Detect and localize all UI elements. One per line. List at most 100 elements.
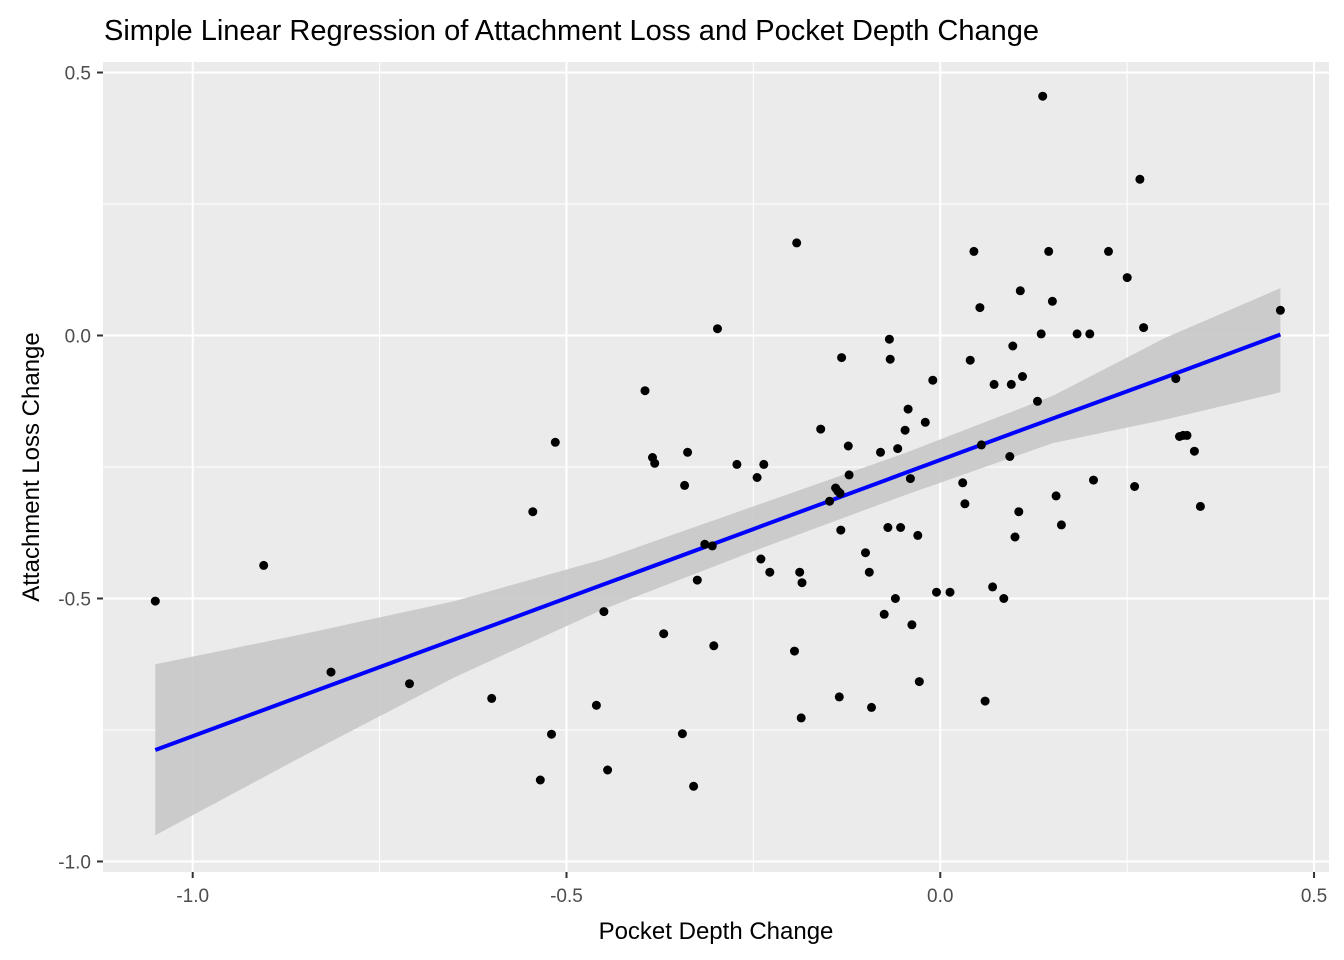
- data-point: [980, 696, 990, 706]
- data-point: [913, 530, 923, 540]
- data-point: [680, 480, 690, 490]
- data-point: [752, 473, 762, 482]
- data-point: [1015, 286, 1025, 296]
- y-axis: -1.0 -0.5 0.0 0.5: [58, 64, 103, 873]
- regression-line: [154, 332, 1282, 752]
- data-point: [599, 607, 609, 617]
- data-point: [487, 693, 497, 703]
- y-tick-label: 0.0: [65, 327, 91, 348]
- data-point: [1044, 246, 1054, 256]
- data-point: [1195, 501, 1205, 511]
- data-point: [591, 700, 601, 710]
- data-point: [876, 447, 885, 457]
- x-axis: -1.0 -0.5 0.0 0.5: [176, 872, 1327, 907]
- grid-lines: [103, 62, 1329, 872]
- data-point: [756, 554, 766, 564]
- data-point: [659, 629, 669, 639]
- x-tick-label: 0.5: [1301, 886, 1327, 907]
- confidence-band-group: [155, 288, 1281, 836]
- data-point: [1139, 323, 1149, 333]
- data-point: [837, 353, 847, 363]
- data-point: [547, 729, 556, 739]
- data-point: [969, 246, 979, 256]
- data-point: [976, 440, 986, 450]
- data-point: [1085, 329, 1095, 339]
- data-point: [836, 525, 846, 535]
- data-point: [528, 507, 538, 517]
- data-point: [1122, 273, 1132, 283]
- data-point: [907, 620, 917, 630]
- data-point: [1036, 329, 1046, 339]
- data-point: [405, 679, 414, 689]
- data-point: [960, 499, 970, 509]
- data-point: [975, 303, 985, 313]
- regression-line-group: [154, 332, 1282, 752]
- data-points: [150, 91, 1285, 791]
- data-point: [893, 444, 903, 454]
- data-point: [843, 441, 853, 451]
- data-point: [1008, 341, 1018, 351]
- data-point: [796, 713, 806, 723]
- data-point: [885, 354, 895, 364]
- data-point: [1047, 296, 1057, 306]
- data-point: [1051, 491, 1061, 501]
- data-point: [867, 702, 876, 712]
- data-point: [700, 539, 710, 549]
- data-point: [792, 238, 802, 248]
- data-point: [1104, 246, 1113, 256]
- data-point: [713, 324, 722, 334]
- data-point: [1171, 374, 1181, 384]
- data-point: [732, 459, 742, 469]
- data-point: [1005, 452, 1015, 461]
- data-point: [683, 447, 693, 457]
- confidence-band: [155, 288, 1281, 836]
- data-point: [326, 667, 336, 677]
- data-point: [905, 474, 915, 484]
- data-point: [879, 609, 889, 619]
- data-point: [900, 425, 910, 435]
- data-point: [884, 334, 894, 344]
- data-point: [692, 575, 702, 585]
- data-point: [709, 641, 719, 651]
- data-point: [603, 765, 613, 775]
- data-point: [1089, 475, 1098, 485]
- y-tick-label: -0.5: [58, 589, 91, 610]
- data-point: [1010, 532, 1020, 542]
- data-point: [765, 567, 775, 577]
- x-tick-label: -0.5: [550, 886, 583, 907]
- data-point: [864, 567, 874, 577]
- data-point: [903, 404, 913, 414]
- data-point: [797, 578, 807, 588]
- data-point: [945, 587, 955, 597]
- data-point: [795, 567, 805, 577]
- data-point: [1006, 379, 1016, 389]
- data-point: [999, 594, 1009, 603]
- data-point: [988, 582, 998, 592]
- data-point: [896, 523, 906, 532]
- x-tick-label: -1.0: [176, 886, 209, 907]
- data-point: [1182, 430, 1192, 440]
- data-point: [1014, 507, 1024, 517]
- data-point: [150, 596, 160, 606]
- data-point: [550, 437, 560, 447]
- data-point: [1189, 446, 1199, 456]
- data-point: [640, 386, 650, 396]
- data-point: [1038, 91, 1048, 101]
- y-tick-label: 0.5: [65, 64, 91, 85]
- chart-title: Simple Linear Regression of Attachment L…: [104, 15, 1039, 47]
- data-point: [1135, 174, 1145, 184]
- data-point: [883, 523, 893, 532]
- data-point: [1033, 396, 1042, 406]
- data-point: [835, 488, 845, 498]
- data-point: [259, 560, 269, 570]
- data-point: [1130, 482, 1140, 491]
- data-point: [989, 379, 999, 389]
- data-point: [825, 496, 835, 506]
- y-tick-label: -1.0: [58, 852, 91, 873]
- data-point: [650, 458, 660, 468]
- data-point: [958, 478, 968, 488]
- data-point: [790, 646, 799, 656]
- data-point: [759, 459, 769, 469]
- data-point: [914, 677, 924, 687]
